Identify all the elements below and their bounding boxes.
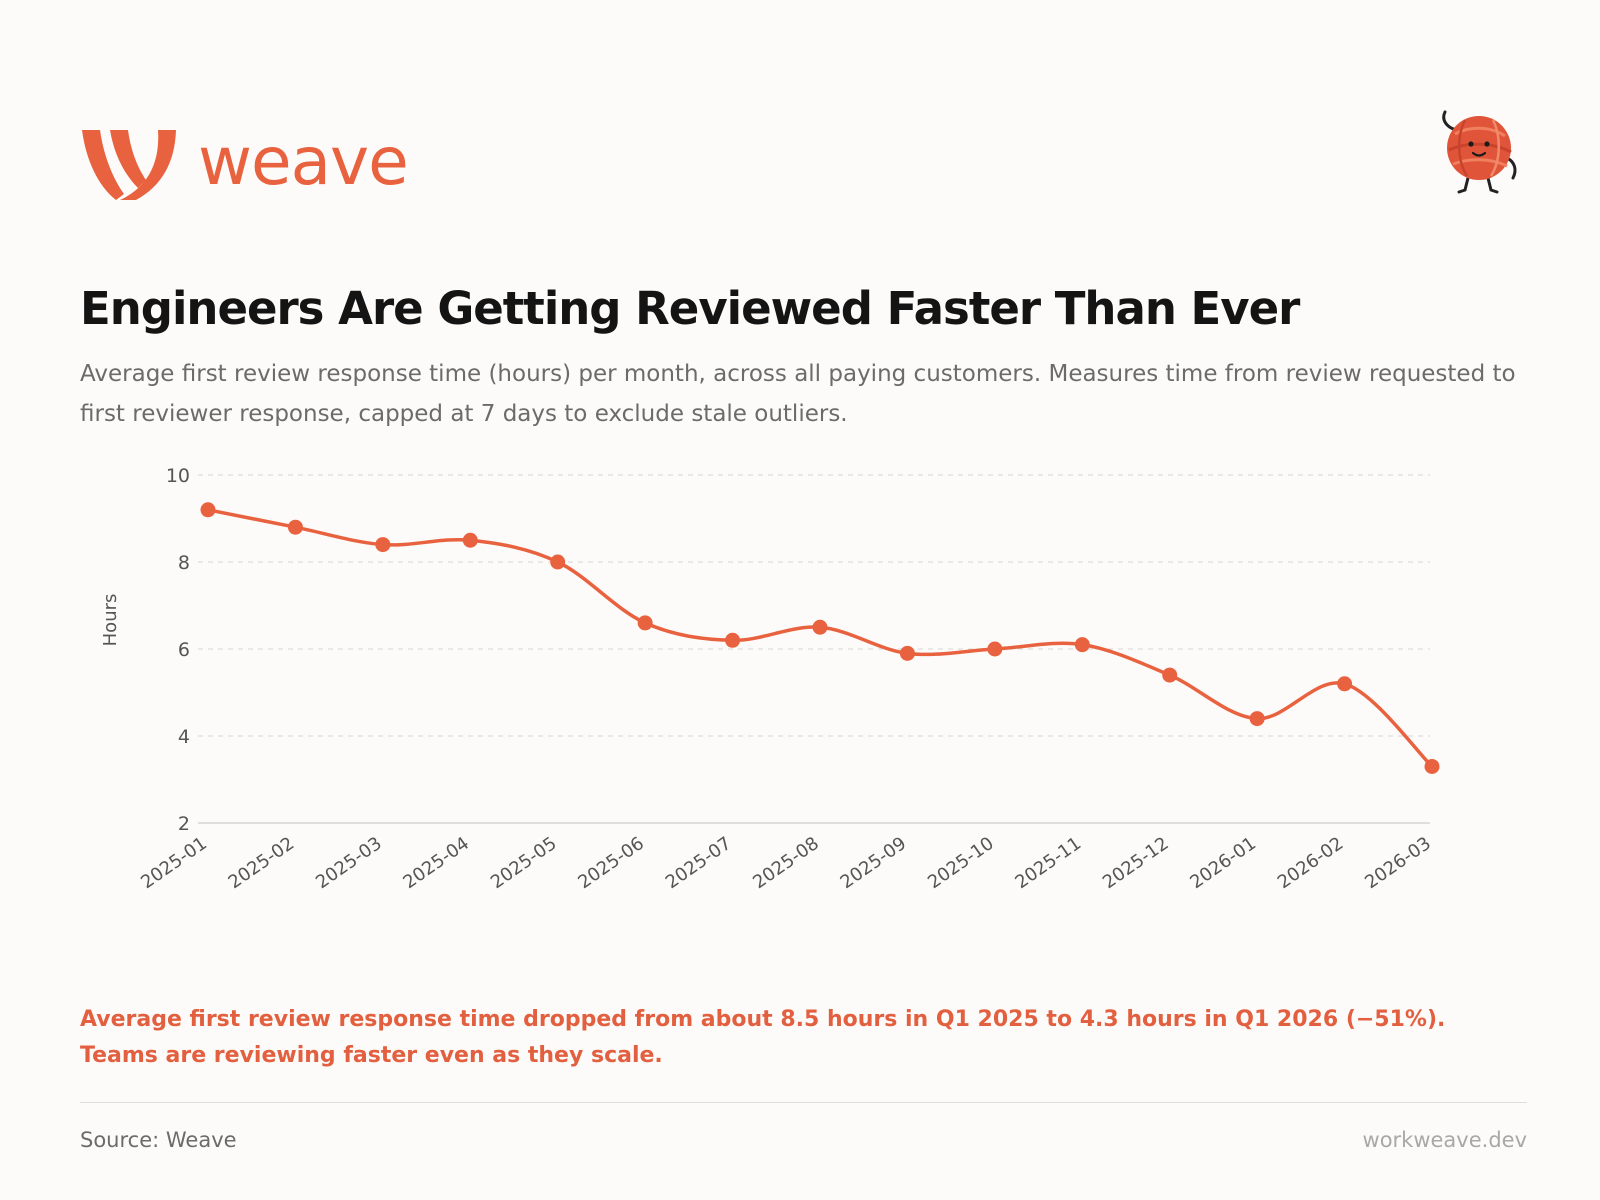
x-tick-label: 2025-05: [487, 833, 561, 893]
x-tick-label: 2025-09: [837, 833, 911, 893]
brand-name: weave: [198, 123, 409, 200]
y-tick-label: 2: [178, 813, 190, 835]
x-tick-label: 2025-11: [1011, 833, 1085, 893]
data-point: [1074, 637, 1090, 653]
x-tick-label: 2025-03: [312, 833, 386, 893]
x-tick-label: 2026-03: [1361, 833, 1435, 893]
source-label: Source: Weave: [80, 1128, 237, 1152]
data-point: [287, 519, 303, 535]
x-tick-label: 2025-06: [574, 833, 648, 893]
data-point: [462, 532, 478, 548]
insight-line-2: Teams are reviewing faster even as they …: [80, 1043, 663, 1068]
page-title: Engineers Are Getting Reviewed Faster Th…: [80, 282, 1300, 335]
x-tick-label: 2026-02: [1274, 833, 1348, 893]
data-point: [725, 632, 741, 648]
y-tick-label: 8: [178, 552, 190, 574]
data-point: [1249, 711, 1265, 727]
y-tick-label: 10: [166, 465, 190, 487]
data-point: [200, 502, 216, 518]
x-tick-label: 2025-08: [749, 833, 823, 893]
yarn-mascot-icon: [1442, 110, 1517, 194]
page-subtitle: Average first review response time (hour…: [80, 361, 1516, 427]
site-link[interactable]: workweave.dev: [1362, 1128, 1527, 1152]
data-point: [637, 615, 653, 631]
data-point: [550, 554, 566, 570]
x-tick-label: 2026-01: [1186, 833, 1260, 893]
footer-divider: [80, 1102, 1527, 1103]
data-point: [899, 645, 915, 661]
insight-line-1: Average first review response time dropp…: [80, 1007, 1446, 1032]
weave-logo-icon: [82, 130, 176, 200]
data-point: [1424, 758, 1440, 774]
y-tick-label: 6: [178, 639, 190, 661]
data-point: [987, 641, 1003, 657]
x-tick-label: 2025-01: [137, 833, 211, 893]
x-tick-label: 2025-12: [1099, 833, 1173, 893]
y-tick-label: 4: [178, 726, 190, 748]
series-line: [206, 508, 1434, 769]
data-point: [1337, 676, 1353, 692]
y-axis-label: Hours: [100, 594, 121, 647]
brand-logo: weave: [80, 123, 409, 202]
data-point: [375, 537, 391, 553]
data-point: [1162, 667, 1178, 683]
x-tick-label: 2025-02: [225, 833, 299, 893]
x-tick-label: 2025-04: [399, 833, 473, 893]
data-point: [812, 619, 828, 635]
x-tick-label: 2025-10: [924, 833, 998, 893]
insight-callout: Average first review response time dropp…: [80, 1002, 1540, 1074]
x-tick-label: 2025-07: [662, 833, 736, 893]
